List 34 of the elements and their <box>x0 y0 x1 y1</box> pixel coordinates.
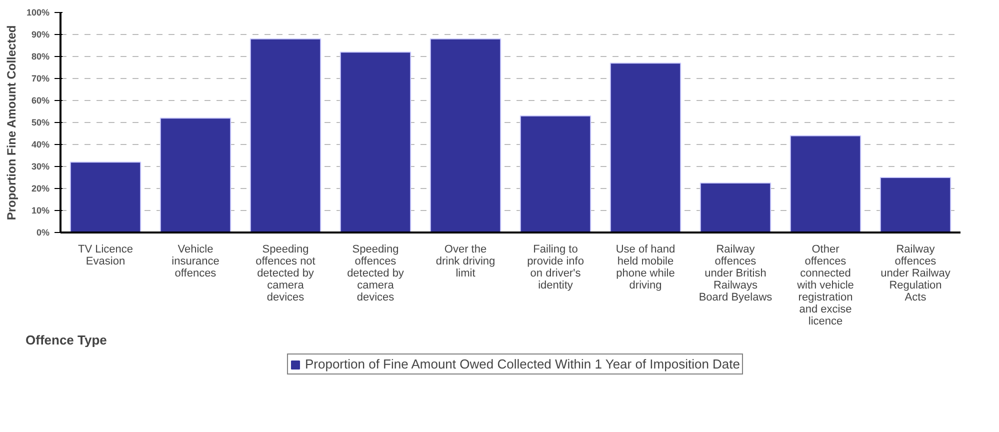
x-tick-label: Railway offences under Railway Regulation Acts <box>880 244 951 304</box>
bar <box>430 38 502 232</box>
bar <box>520 115 592 232</box>
y-tick-label: 90% <box>31 30 50 40</box>
y-tick-label: 60% <box>31 96 50 106</box>
bar <box>700 182 772 232</box>
bar <box>250 38 322 232</box>
x-tick-label: Railway offences under British Railways Board Byelaws <box>698 244 773 304</box>
y-tick-label: 40% <box>31 140 50 150</box>
x-tick-label: Over the drink driving limit <box>436 244 496 280</box>
y-axis-title: Proportion Fine Amount Collected <box>4 25 18 220</box>
bar <box>340 52 412 232</box>
y-tick-label: 100% <box>26 8 50 18</box>
bar <box>160 118 232 232</box>
y-tick-label: 30% <box>31 162 50 172</box>
y-tick-label: 80% <box>31 52 50 62</box>
bar <box>610 62 682 232</box>
bar <box>880 177 952 232</box>
y-tick-label: 0% <box>36 228 50 238</box>
x-tick-label: Failing to provide info on driver's identity <box>527 244 584 292</box>
x-tick-label: Use of hand held mobile phone while driving <box>616 244 676 292</box>
bar <box>70 162 142 232</box>
bar <box>790 135 862 232</box>
x-tick-label: Speeding offences not detected by camera devices <box>256 244 316 304</box>
x-tick-label: TV Licence Evasion <box>78 244 134 268</box>
x-axis-title: Offence Type <box>26 332 107 348</box>
x-tick-label: Other offences connected with vehicle registration and excise licence <box>796 244 854 328</box>
legend-label: Proportion of Fine Amount Owed Collected Within 1 Year of Imposition Date <box>304 356 740 372</box>
y-tick-label: 70% <box>31 74 50 84</box>
y-tick-label: 20% <box>31 184 50 194</box>
x-tick-label: Vehicle insurance offences <box>172 244 220 280</box>
y-tick-label: 50% <box>31 118 50 128</box>
y-tick-label: 10% <box>31 206 50 216</box>
x-tick-label: Speeding offences detected by camera devices <box>347 244 404 304</box>
